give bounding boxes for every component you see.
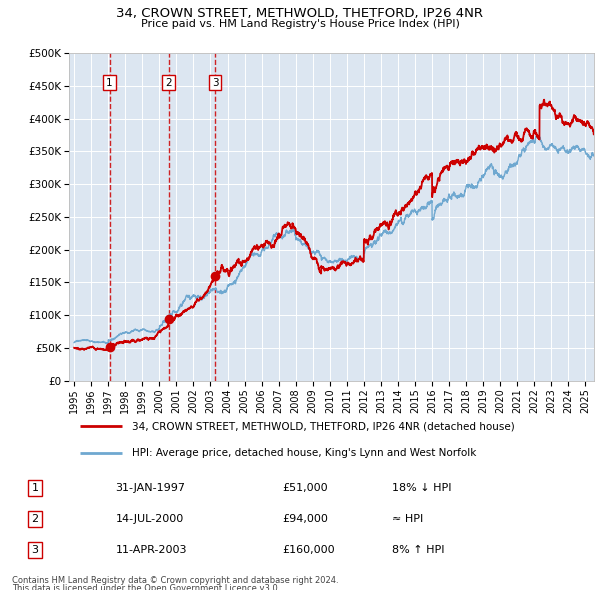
Text: £51,000: £51,000 xyxy=(283,483,328,493)
Text: ≈ HPI: ≈ HPI xyxy=(392,514,424,524)
Text: Price paid vs. HM Land Registry's House Price Index (HPI): Price paid vs. HM Land Registry's House … xyxy=(140,19,460,29)
Text: £160,000: £160,000 xyxy=(283,545,335,555)
Text: HPI: Average price, detached house, King's Lynn and West Norfolk: HPI: Average price, detached house, King… xyxy=(132,448,476,458)
Text: 31-JAN-1997: 31-JAN-1997 xyxy=(116,483,185,493)
Text: 34, CROWN STREET, METHWOLD, THETFORD, IP26 4NR (detached house): 34, CROWN STREET, METHWOLD, THETFORD, IP… xyxy=(132,421,515,431)
Text: This data is licensed under the Open Government Licence v3.0.: This data is licensed under the Open Gov… xyxy=(12,584,280,590)
Text: 1: 1 xyxy=(32,483,38,493)
Text: 18% ↓ HPI: 18% ↓ HPI xyxy=(392,483,452,493)
Text: 3: 3 xyxy=(212,77,218,87)
Text: 14-JUL-2000: 14-JUL-2000 xyxy=(116,514,184,524)
Text: 11-APR-2003: 11-APR-2003 xyxy=(116,545,187,555)
Text: 2: 2 xyxy=(165,77,172,87)
Text: 3: 3 xyxy=(32,545,38,555)
Text: 8% ↑ HPI: 8% ↑ HPI xyxy=(392,545,445,555)
Text: £94,000: £94,000 xyxy=(283,514,329,524)
Text: 34, CROWN STREET, METHWOLD, THETFORD, IP26 4NR: 34, CROWN STREET, METHWOLD, THETFORD, IP… xyxy=(116,7,484,20)
Text: Contains HM Land Registry data © Crown copyright and database right 2024.: Contains HM Land Registry data © Crown c… xyxy=(12,576,338,585)
Text: 1: 1 xyxy=(106,77,113,87)
Text: 2: 2 xyxy=(31,514,38,524)
